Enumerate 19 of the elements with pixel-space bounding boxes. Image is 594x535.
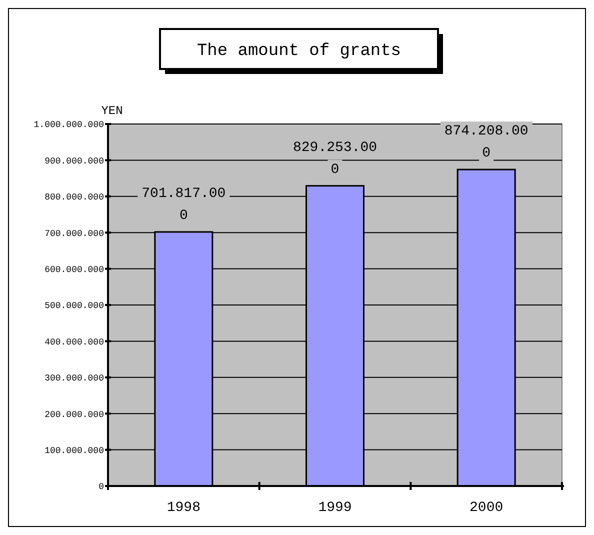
data-label: 874.208.000: [444, 124, 528, 162]
y-axis-title: YEN: [101, 104, 123, 118]
y-tick-label: 400.000.000: [44, 337, 104, 348]
y-tick-label: 100.000.000: [44, 446, 104, 456]
y-tick-label: 0: [98, 482, 104, 492]
y-tick-label: 500.000.000: [44, 301, 104, 312]
y-tick-label: 1.000.000.000: [34, 120, 104, 130]
y-tick-label: 300.000.000: [44, 374, 104, 384]
x-tick-label: 1998: [166, 500, 200, 516]
data-label: 701.817.000: [142, 186, 226, 224]
x-tick-label: 2000: [470, 500, 504, 516]
y-tick-label: 600.000.000: [44, 264, 104, 275]
y-tick-label: 800.000.000: [44, 192, 104, 203]
chart-title: The amount of grants: [196, 42, 402, 61]
y-tick-label: 900.000.000: [44, 156, 104, 166]
y-tick-label: 700.000.000: [44, 228, 104, 239]
x-tick-label: 1999: [318, 500, 352, 516]
data-label: 829.253.000: [292, 140, 378, 178]
y-tick-label: 200.000.000: [44, 410, 104, 420]
